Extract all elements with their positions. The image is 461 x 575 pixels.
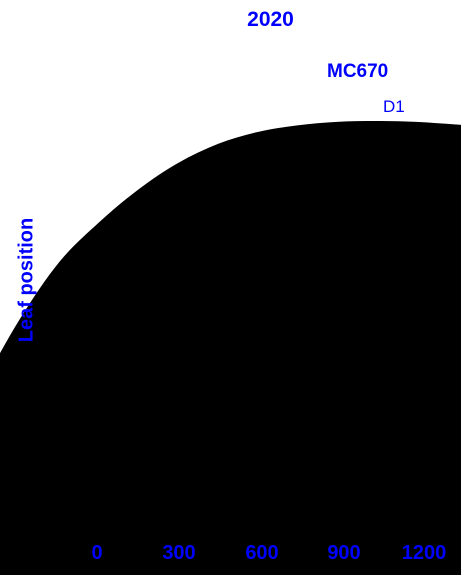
x-tick-label: 0 [91,542,103,564]
x-tick-label: 1200 [401,542,447,564]
y-axis-label: Leaf position [15,217,38,343]
chart-subtitle: MC670 [327,61,389,82]
x-tick-label: 900 [327,542,361,564]
series-label: D1 [383,97,405,116]
x-tick-label: 600 [245,542,279,564]
series-area-d1 [0,121,461,575]
x-tick-label: 300 [162,542,196,564]
chart-title: 2020 [247,8,294,31]
